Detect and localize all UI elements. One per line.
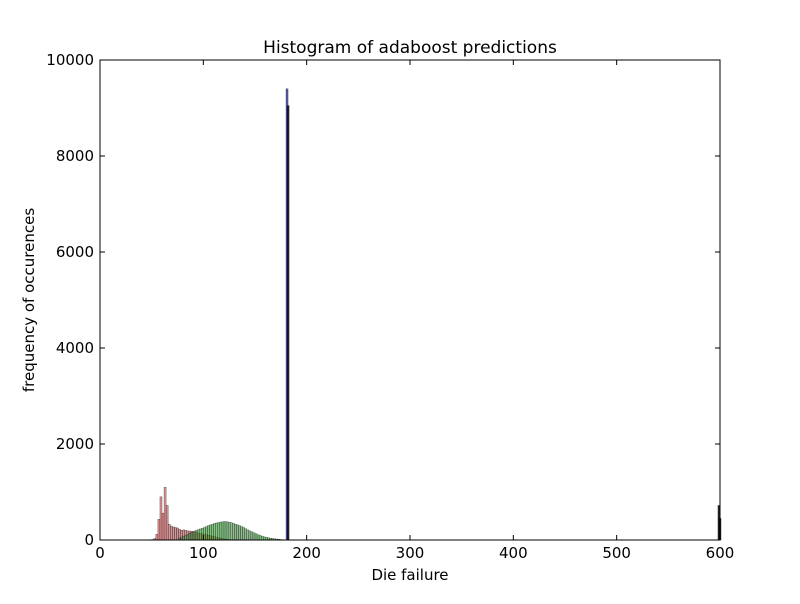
x-tick-label-5: 500 [602,544,631,562]
bar-s1-27 [234,524,236,540]
bar-s1-31 [243,528,245,540]
bar-s1-32 [245,529,247,540]
bar-s1-4 [187,534,189,540]
y-tick-label-0: 0 [84,531,94,549]
bar-s1-3 [185,535,187,540]
bar-s3-0 [287,106,289,540]
bar-s1-14 [207,526,209,540]
bar-s1-10 [199,529,201,540]
bar-s1-9 [197,530,199,540]
bar-s1-5 [189,533,191,540]
bar-s1-8 [195,530,197,540]
x-tick-label-0: 0 [95,544,105,562]
bar-s0-10 [172,527,174,540]
plot-frame [100,60,720,540]
bar-s1-24 [228,522,230,540]
bar-s0-4 [160,497,162,540]
bar-s1-33 [247,530,249,540]
bar-s1-17 [214,523,216,540]
y-axis: 0 2000 4000 6000 8000 10000 [46,51,720,549]
bar-s1-2 [183,536,185,540]
x-tick-label-2: 200 [292,544,321,562]
x-axis: 0 100 200 300 400 500 600 [95,60,734,562]
y-tick-label-2: 4000 [56,339,94,357]
bar-s1-21 [222,522,224,540]
chart-title: Histogram of adaboost predictions [263,38,557,58]
x-tick-label-1: 100 [189,544,218,562]
bar-s1-20 [220,522,222,540]
bar-s1-39 [259,535,261,540]
bar-s1-30 [241,527,243,540]
bar-s1-35 [251,532,253,540]
y-tick-label-4: 8000 [56,147,94,165]
bar-s0-12 [176,528,178,540]
bar-s1-29 [238,526,240,540]
bar-s1-13 [205,527,207,540]
bar-s0-9 [170,526,172,540]
bar-s1-19 [218,522,220,540]
bar-s0-2 [156,534,158,540]
bar-s0-6 [164,487,166,540]
y-tick-label-3: 6000 [56,243,94,261]
bar-s1-15 [210,525,212,540]
bar-s1-22 [224,522,226,540]
bar-s0-8 [168,524,170,540]
bar-s1-18 [216,523,218,540]
bar-s1-28 [236,525,238,540]
bar-s1-34 [249,531,251,540]
y-axis-label: frequency of occurences [20,208,38,392]
y-tick-label-5: 10000 [46,51,94,69]
bar-s0-11 [174,528,176,540]
x-tick-label-6: 600 [706,544,735,562]
bars-layer [152,89,721,540]
bar-s0-3 [158,519,160,540]
bar-s1-16 [212,524,214,540]
bar-s0-7 [166,505,168,540]
bar-s0-5 [162,513,164,540]
x-tick-label-3: 300 [396,544,425,562]
bar-s1-38 [257,535,259,540]
bar-s1-6 [191,532,193,540]
x-tick-label-4: 400 [499,544,528,562]
bar-s1-7 [193,531,195,540]
bar-s1-40 [261,536,263,540]
bar-s1-37 [255,534,257,540]
bar-s1-36 [253,533,255,540]
bar-s1-26 [232,523,234,540]
bar-s1-23 [226,522,228,540]
y-tick-label-1: 2000 [56,435,94,453]
x-axis-label: Die failure [371,566,448,584]
bar-s1-25 [230,523,232,540]
